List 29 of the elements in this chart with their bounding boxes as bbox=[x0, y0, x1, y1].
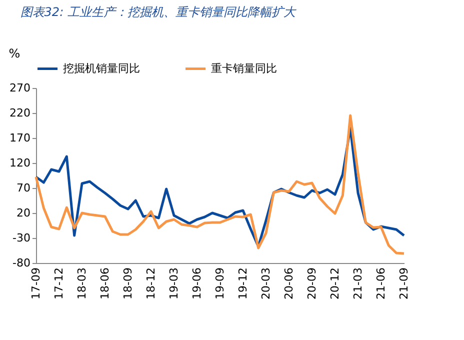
y-tick-label: -80 bbox=[12, 256, 30, 270]
y-tick-label: 120 bbox=[10, 156, 30, 170]
y-tick-label: -30 bbox=[12, 232, 30, 244]
y-tick-label: 270 bbox=[10, 82, 30, 94]
x-tick-label: 17-12 bbox=[52, 268, 66, 300]
y-axis-title: % bbox=[8, 46, 20, 60]
y-tick-label: 170 bbox=[10, 132, 30, 144]
x-tick-label: 21-09 bbox=[398, 268, 410, 300]
x-tick-label: 20-12 bbox=[328, 268, 342, 300]
x-tick-label: 18-09 bbox=[122, 268, 134, 300]
legend-label: 重卡销量同比 bbox=[211, 62, 277, 75]
x-tick-label: 20-06 bbox=[282, 268, 296, 300]
y-tick-label: 220 bbox=[10, 106, 30, 120]
x-tick-label: 21-06 bbox=[374, 268, 388, 300]
x-tick-label: 21-03 bbox=[352, 268, 364, 300]
x-tick-label: 20-09 bbox=[306, 268, 318, 300]
x-tick-label: 19-09 bbox=[214, 268, 226, 300]
chart-title: 图表32: 工业生产：挖掘机、重卡销量同比降幅扩大 bbox=[20, 5, 296, 19]
legend-label: 挖掘机销量同比 bbox=[63, 62, 140, 75]
x-tick-label: 18-12 bbox=[144, 268, 158, 300]
y-tick-label: 20 bbox=[16, 206, 30, 220]
y-tick-label: 70 bbox=[16, 182, 30, 194]
x-tick-label: 19-06 bbox=[190, 268, 204, 300]
x-tick-label: 20-03 bbox=[260, 268, 272, 300]
x-tick-label: 17-09 bbox=[30, 268, 42, 300]
x-tick-label: 18-06 bbox=[98, 268, 112, 300]
x-tick-label: 19-12 bbox=[236, 268, 250, 300]
x-tick-label: 18-03 bbox=[76, 268, 88, 300]
x-tick-label: 19-03 bbox=[168, 268, 180, 300]
